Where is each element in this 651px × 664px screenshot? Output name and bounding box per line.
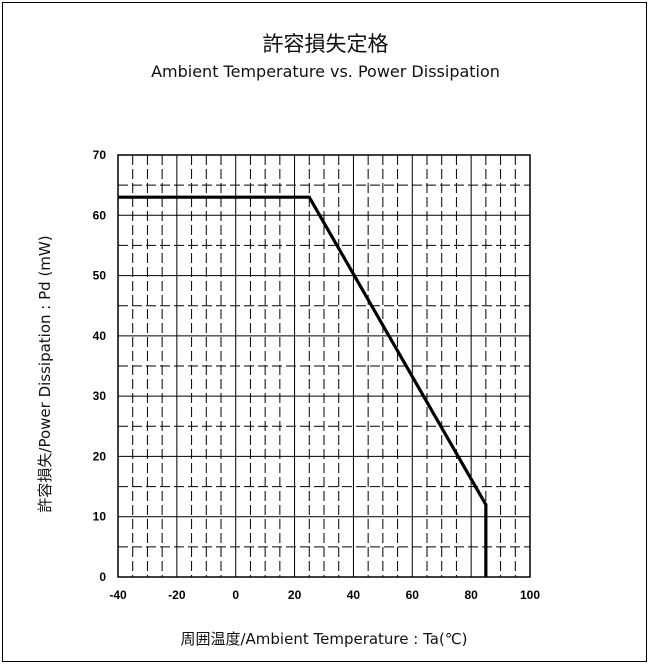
y-tick-label: 0 [99, 570, 106, 584]
x-tick-label: -40 [109, 588, 127, 602]
x-tick-label: 80 [464, 588, 478, 602]
y-tick-label: 30 [93, 389, 107, 403]
major-grid [118, 155, 530, 577]
series-group [118, 195, 488, 577]
plot-border [117, 154, 531, 578]
x-tick-label: -20 [168, 588, 186, 602]
x-axis-label: 周囲温度/Ambient Temperature : Ta(℃) [180, 630, 467, 648]
x-tick-label: 20 [288, 588, 302, 602]
chart-title: 許容損失定格 [262, 32, 389, 56]
series-line [118, 195, 488, 577]
y-tick-label: 20 [93, 449, 107, 463]
y-tick-label: 60 [93, 208, 107, 222]
x-tick-label: 100 [520, 588, 540, 602]
x-tick-label: 40 [347, 588, 361, 602]
y-tick-label: 10 [93, 510, 107, 524]
y-tick-labels: 0 10 20 30 40 50 60 70 [93, 148, 107, 584]
y-tick-label: 70 [93, 148, 107, 162]
y-axis-label: 許容損失/Power Dissipation : Pd (mW) [36, 235, 54, 512]
x-tick-label: 0 [232, 588, 239, 602]
y-tick-label: 50 [93, 269, 107, 283]
x-tick-labels: -40 -20 0 20 40 60 80 100 [109, 588, 540, 602]
chart-subtitle: Ambient Temperature vs. Power Dissipatio… [151, 62, 500, 81]
y-tick-label: 40 [93, 329, 107, 343]
minor-grid [118, 155, 530, 577]
x-tick-label: 60 [406, 588, 420, 602]
